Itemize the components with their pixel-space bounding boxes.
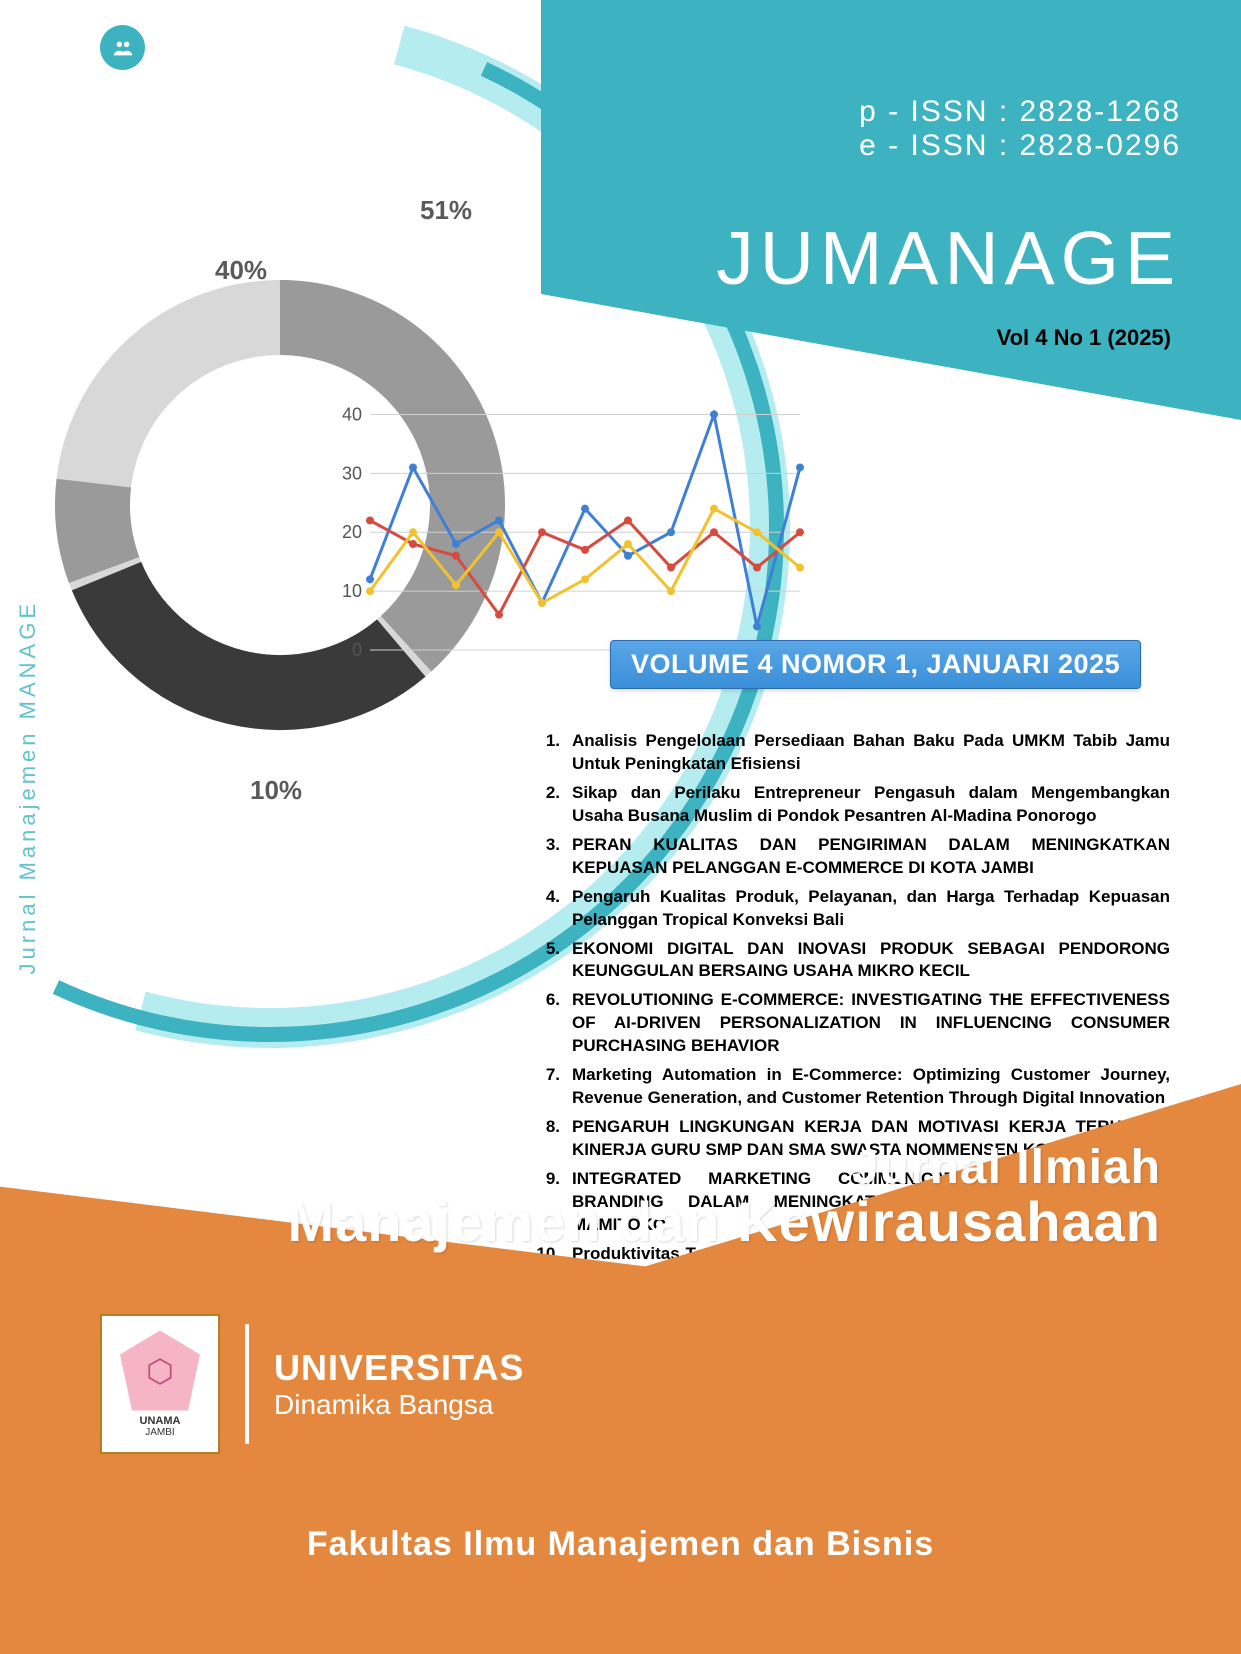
p-issn-value: 2828-1268 xyxy=(1020,95,1181,128)
article-title: REVOLUTIONING E-COMMERCE: INVESTIGATING … xyxy=(572,990,1170,1055)
article-number: 5. xyxy=(530,938,560,961)
issn-block: p - ISSN : 2828-1268 e - ISSN : 2828-029… xyxy=(859,95,1181,163)
p-issn-label: p - ISSN : xyxy=(859,95,1009,128)
university-text: UNIVERSITAS Dinamika Bangsa xyxy=(274,1347,524,1421)
svg-text:20: 20 xyxy=(342,522,362,542)
subtitle-line2: Manajemen dan Kewirausahaan xyxy=(287,1189,1161,1254)
article-title: Analisis Pengelolaan Persediaan Bahan Ba… xyxy=(572,731,1170,773)
article-number: 8. xyxy=(530,1116,560,1139)
journal-subtitle: Jurnal Ilmiah Manajemen dan Kewirausahaa… xyxy=(287,1140,1161,1254)
subtitle-line1: Jurnal Ilmiah xyxy=(287,1140,1161,1195)
svg-text:0: 0 xyxy=(352,640,362,660)
article-item: 5. EKONOMI DIGITAL DAN INOVASI PRODUK SEB… xyxy=(530,938,1170,984)
university-logo: ⬡ UNAMA JAMBI xyxy=(100,1314,220,1454)
e-issn-value: 2828-0296 xyxy=(1020,129,1181,162)
article-item: 1. Analisis Pengelolaan Persediaan Bahan … xyxy=(530,730,1170,776)
gauge-pct-label: 40% xyxy=(215,255,267,286)
article-item: 6. REVOLUTIONING E-COMMERCE: INVESTIGATIN… xyxy=(530,989,1170,1058)
article-item: 4. Pengaruh Kualitas Produk, Pelayanan, d… xyxy=(530,886,1170,932)
volume-banner: VOLUME 4 NOMOR 1, JANUARI 2025 xyxy=(610,640,1141,689)
logo-text-1: UNAMA xyxy=(140,1415,181,1427)
people-icon xyxy=(112,37,134,59)
university-name: UNIVERSITAS xyxy=(274,1347,524,1389)
article-title: Pengaruh Kualitas Produk, Pelayanan, dan… xyxy=(572,887,1170,929)
article-number: 6. xyxy=(530,989,560,1012)
logo-shield-icon: ⬡ xyxy=(120,1331,200,1411)
svg-text:30: 30 xyxy=(342,463,362,483)
faculty-name: Fakultas Ilmu Manajemen dan Bisnis xyxy=(0,1525,1241,1564)
article-title: EKONOMI DIGITAL DAN INOVASI PRODUK SEBAG… xyxy=(572,939,1170,981)
article-number: 2. xyxy=(530,782,560,805)
journal-cover: p - ISSN : 2828-1268 e - ISSN : 2828-029… xyxy=(0,0,1241,1654)
svg-text:10: 10 xyxy=(342,581,362,601)
gauge-pct-label: 51% xyxy=(420,195,472,226)
e-issn-label: e - ISSN : xyxy=(859,129,1009,162)
chart-svg: 0 10 20 30 40 xyxy=(330,375,810,675)
p-issn: p - ISSN : 2828-1268 xyxy=(859,95,1181,129)
article-number: 7. xyxy=(530,1064,560,1087)
article-item: 3. PERAN KUALITAS DAN PENGIRIMAN DALAM ME… xyxy=(530,834,1170,880)
university-subname: Dinamika Bangsa xyxy=(274,1389,524,1421)
article-title: Sikap dan Perilaku Entrepreneur Pengasuh… xyxy=(572,783,1170,825)
logo-text-2: JAMBI xyxy=(145,1427,174,1438)
article-number: 1. xyxy=(530,730,560,753)
article-number: 4. xyxy=(530,886,560,909)
article-item: 2. Sikap dan Perilaku Entrepreneur Pengas… xyxy=(530,782,1170,828)
e-issn: e - ISSN : 2828-0296 xyxy=(859,129,1181,163)
volume-number: Vol 4 No 1 (2025) xyxy=(997,325,1171,351)
article-number: 3. xyxy=(530,834,560,857)
journal-title: JUMANAGE xyxy=(716,215,1181,301)
article-item: 7. Marketing Automation in E-Commerce: Op… xyxy=(530,1064,1170,1110)
side-vertical-text: Jurnal Manajemen MANAGE xyxy=(15,600,41,974)
university-block: ⬡ UNAMA JAMBI UNIVERSITAS Dinamika Bangs… xyxy=(100,1314,524,1454)
article-title: PERAN KUALITAS DAN PENGIRIMAN DALAM MENI… xyxy=(572,835,1170,877)
svg-text:40: 40 xyxy=(342,404,362,424)
group-icon xyxy=(100,25,145,70)
line-chart: 0 10 20 30 40 xyxy=(330,375,810,675)
gauge-pct-label: 10% xyxy=(250,775,302,806)
article-title: Marketing Automation in E-Commerce: Opti… xyxy=(572,1065,1170,1107)
vertical-divider xyxy=(245,1324,249,1444)
